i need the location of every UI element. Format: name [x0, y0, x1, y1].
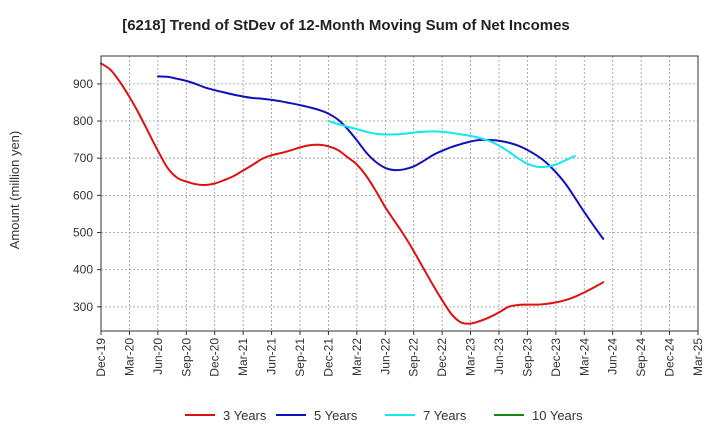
x-tick-label: Dec-21: [321, 338, 335, 377]
y-tick-label: 700: [73, 151, 93, 165]
series-line-7-years: [327, 120, 576, 169]
x-tick-label: Mar-22: [350, 338, 364, 376]
plot-area: [101, 56, 698, 331]
grid: [101, 56, 698, 331]
x-tick-label: Mar-20: [122, 338, 136, 376]
legend-label-7-years: 7 Years: [423, 408, 467, 423]
plot-frame: [100, 55, 699, 332]
x-tick-label: Dec-24: [663, 338, 677, 377]
y-tick-label: 400: [73, 263, 93, 277]
series-line-3-years: [100, 62, 605, 325]
x-tick-label: Dec-23: [549, 338, 563, 377]
x-tick-label: Mar-21: [236, 338, 250, 376]
x-tick-label: Sep-23: [520, 338, 534, 377]
x-tick-label: Mar-24: [577, 338, 591, 376]
y-tick-label: 900: [73, 77, 93, 91]
x-tick-label: Jun-23: [492, 338, 506, 375]
x-tick-label: Dec-19: [94, 338, 108, 377]
x-tick-label: Mar-25: [691, 338, 705, 376]
x-tick-label: Jun-22: [378, 338, 392, 375]
y-tick-label: 500: [73, 226, 93, 240]
y-tick-labels: 300 400 500 600 700 800 900: [73, 77, 101, 314]
y-axis-label: Amount (million yen): [7, 131, 22, 250]
x-tick-label: Jun-20: [151, 338, 165, 375]
x-tick-label: Jun-21: [265, 338, 279, 375]
x-tick-label: Dec-22: [435, 338, 449, 377]
legend: 3 Years 5 Years 7 Years 10 Years: [185, 408, 583, 423]
x-tick-label: Sep-22: [407, 338, 421, 377]
series-line-5-years: [156, 75, 605, 240]
y-tick-label: 800: [73, 114, 93, 128]
x-tick-label: Dec-20: [208, 338, 222, 377]
x-tick-label: Sep-20: [179, 338, 193, 377]
x-tick-label: Mar-23: [464, 338, 478, 376]
x-tick-labels: Dec-19 Mar-20 Jun-20 Sep-20 Dec-20 Mar-21 Jun-…: [94, 331, 705, 377]
y-tick-label: 300: [73, 300, 93, 314]
x-tick-label: Sep-24: [634, 338, 648, 377]
legend-label-5-years: 5 Years: [314, 408, 358, 423]
y-tick-label: 600: [73, 188, 93, 202]
chart-title: [6218] Trend of StDev of 12-Month Moving…: [122, 17, 570, 34]
x-tick-label: Sep-21: [293, 338, 307, 377]
series-group: [100, 62, 605, 325]
x-tick-label: Jun-24: [606, 338, 620, 375]
legend-label-3-years: 3 Years: [223, 408, 267, 423]
legend-label-10-years: 10 Years: [532, 408, 583, 423]
